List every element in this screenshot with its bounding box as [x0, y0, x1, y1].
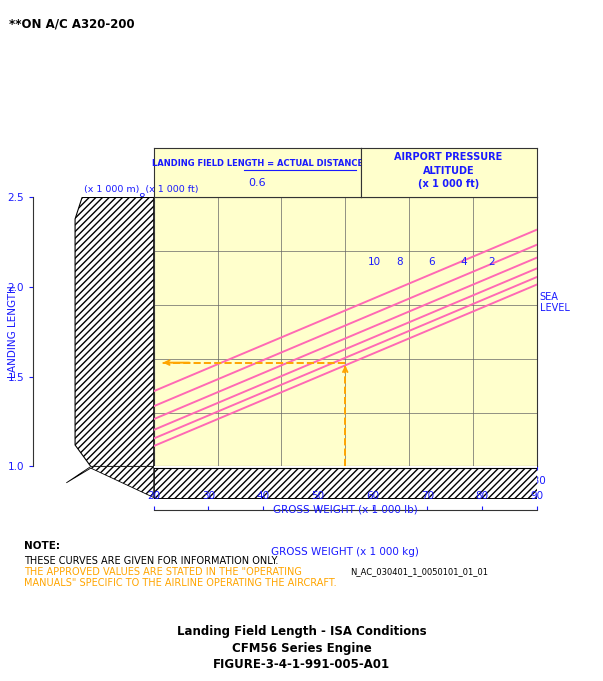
Text: **ON A/C A320-200: **ON A/C A320-200	[9, 17, 134, 30]
Polygon shape	[75, 197, 154, 466]
Text: Landing Field Length - ISA Conditions: Landing Field Length - ISA Conditions	[177, 625, 426, 639]
Polygon shape	[154, 468, 537, 498]
Text: NOTE:: NOTE:	[24, 541, 60, 552]
Text: 6: 6	[428, 257, 435, 268]
Text: 4: 4	[460, 257, 467, 268]
Text: 8: 8	[396, 257, 403, 268]
Polygon shape	[66, 466, 154, 498]
Text: 0.6: 0.6	[248, 178, 266, 188]
Text: THE APPROVED VALUES ARE STATED IN THE "OPERATING: THE APPROVED VALUES ARE STATED IN THE "O…	[24, 567, 302, 577]
Text: 10: 10	[367, 257, 380, 268]
Text: GROSS WEIGHT (x 1 000 kg): GROSS WEIGHT (x 1 000 kg)	[271, 548, 419, 557]
Text: SEA
LEVEL: SEA LEVEL	[540, 291, 570, 313]
Text: 2: 2	[488, 257, 495, 268]
Text: MANUALS" SPECIFIC TO THE AIRLINE OPERATING THE AIRCRAFT.: MANUALS" SPECIFIC TO THE AIRLINE OPERATI…	[24, 578, 336, 588]
Text: LANDING LENGTH: LANDING LENGTH	[8, 285, 18, 379]
Text: THESE CURVES ARE GIVEN FOR INFORMATION ONLY.: THESE CURVES ARE GIVEN FOR INFORMATION O…	[24, 556, 279, 567]
Text: GROSS WEIGHT (x 1 000 lb): GROSS WEIGHT (x 1 000 lb)	[273, 505, 418, 514]
Text: CFM56 Series Engine: CFM56 Series Engine	[232, 642, 371, 655]
Text: N_AC_030401_1_0050101_01_01: N_AC_030401_1_0050101_01_01	[350, 567, 488, 576]
Text: (x 1 000 m)  (x 1 000 ft): (x 1 000 m) (x 1 000 ft)	[84, 185, 199, 194]
Text: AIRPORT PRESSURE
ALTITUDE
(x 1 000 ft): AIRPORT PRESSURE ALTITUDE (x 1 000 ft)	[394, 153, 503, 189]
Text: FIGURE-3-4-1-991-005-A01: FIGURE-3-4-1-991-005-A01	[213, 658, 390, 671]
Text: LANDING FIELD LENGTH = ACTUAL DISTANCE: LANDING FIELD LENGTH = ACTUAL DISTANCE	[151, 159, 363, 168]
